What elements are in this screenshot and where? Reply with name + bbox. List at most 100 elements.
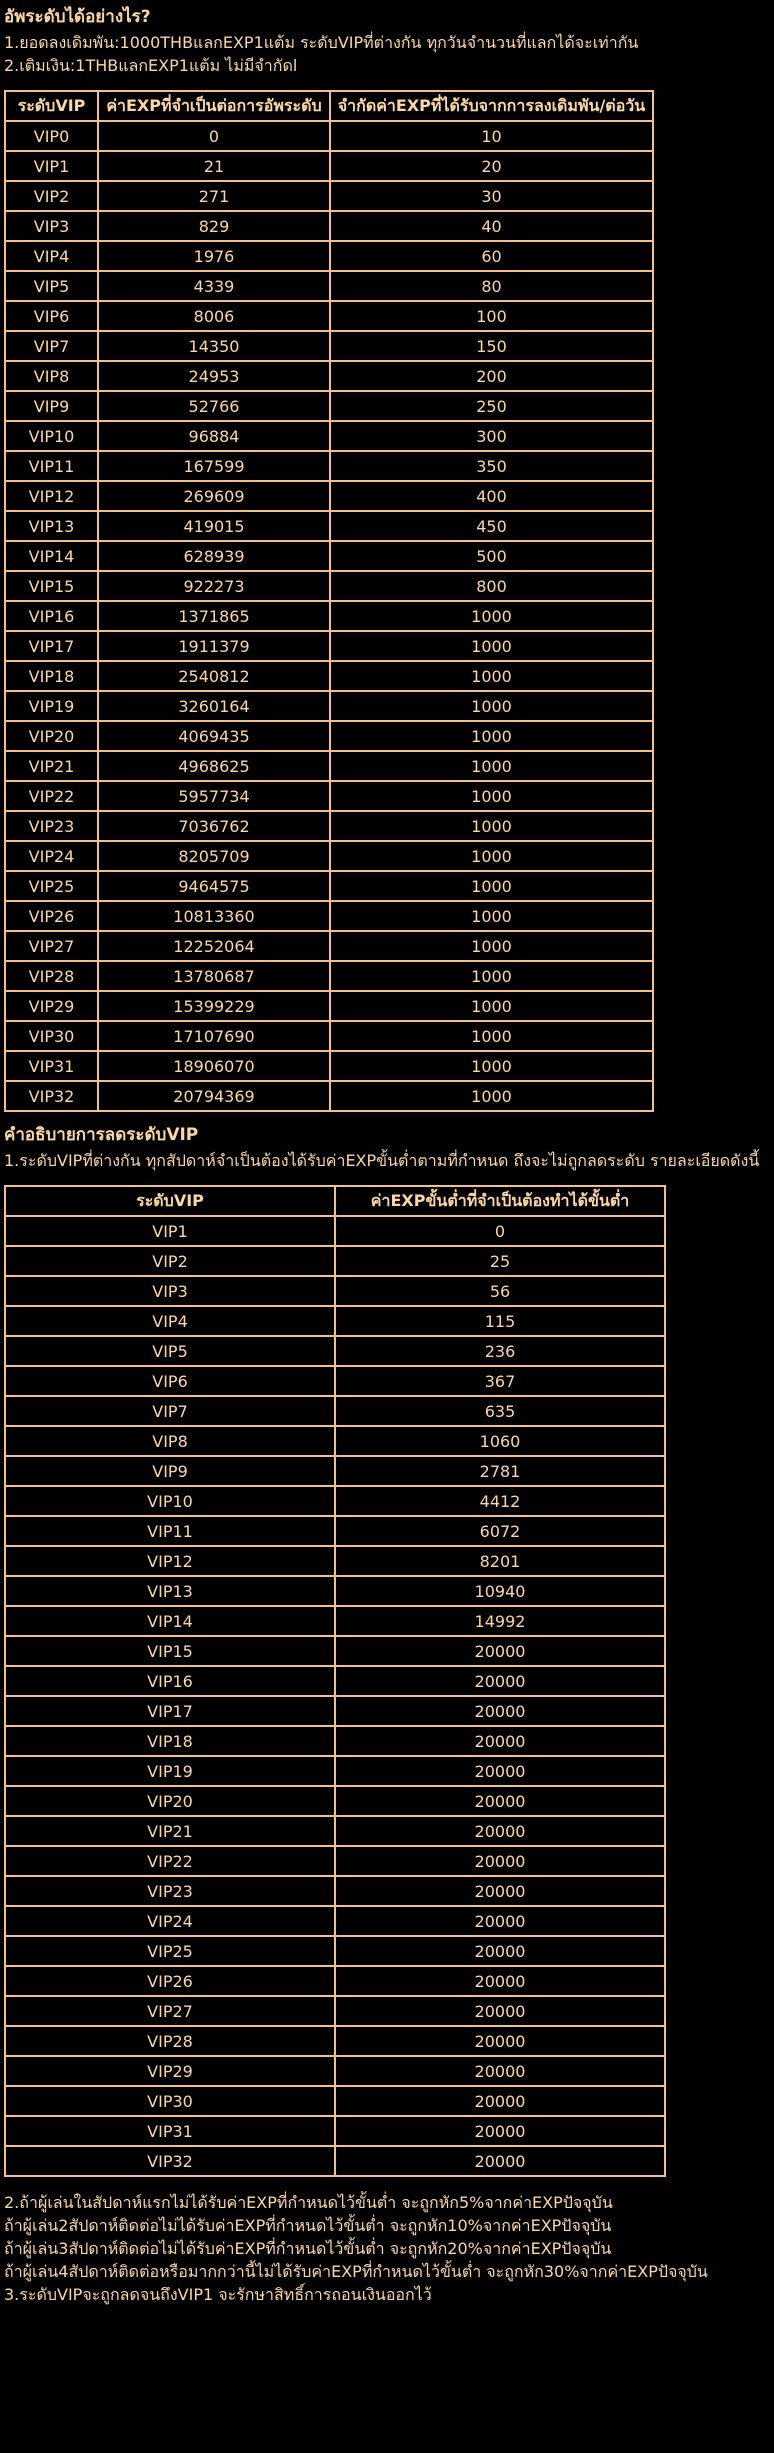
table-cell: 1000 (329, 750, 654, 782)
demotion-heading: คำอธิบายการลดระดับVIP (4, 1125, 199, 1145)
table-cell: 1000 (329, 840, 654, 872)
table-cell: 9464575 (97, 870, 331, 902)
vip-upgrade-table: ระดับVIP ค่าEXPที่จำเป็นต่อการอัพระดับ จำก… (4, 90, 654, 1112)
table-cell: 6072 (334, 1515, 666, 1547)
table-cell: 829 (97, 210, 331, 242)
howto-line-1: 1.ยอดลงเดิมพัน:1000THBแลกEXP1แต้ม ระดับV… (4, 33, 639, 52)
table-row: VIP13 10940 (4, 1575, 666, 1607)
table-cell: 3260164 (97, 690, 331, 722)
table-cell: 367 (334, 1365, 666, 1397)
table-cell: 167599 (97, 450, 331, 482)
table-cell: 4069435 (97, 720, 331, 752)
table-cell: VIP12 (4, 1545, 336, 1577)
table-cell: VIP6 (4, 300, 99, 332)
table-cell: VIP9 (4, 390, 99, 422)
table-row: VIP28 13780687 1000 (4, 960, 654, 992)
table-cell: 1000 (329, 870, 654, 902)
table-row: VIP19 3260164 1000 (4, 690, 654, 722)
table-cell: VIP28 (4, 2025, 336, 2057)
table-cell: VIP1 (4, 150, 99, 182)
table-cell: 20000 (334, 2115, 666, 2147)
table-row: VIP16 20000 (4, 1665, 666, 1697)
table-row: VIP7 635 (4, 1395, 666, 1427)
table-cell: VIP24 (4, 840, 99, 872)
table-cell: VIP14 (4, 540, 99, 572)
table-row: VIP18 2540812 1000 (4, 660, 654, 692)
table-cell: 40 (329, 210, 654, 242)
table-cell: 1000 (329, 960, 654, 992)
column-header: ระดับVIP (4, 90, 99, 122)
demotion-note-4: ถ้าผู้เล่น4สัปดาห์ติดต่อหรือมากกว่านี้ไม… (4, 2262, 708, 2281)
demotion-note-3: ถ้าผู้เล่น3สัปดาห์ติดต่อไม่ได้รับค่าEXPท… (4, 2239, 612, 2258)
table-row: VIP22 20000 (4, 1845, 666, 1877)
table-cell: 1000 (329, 810, 654, 842)
table-cell: 20000 (334, 1965, 666, 1997)
table-cell: VIP15 (4, 570, 99, 602)
table-cell: 1000 (329, 1050, 654, 1082)
table-cell: 115 (334, 1305, 666, 1337)
table-row: VIP29 20000 (4, 2055, 666, 2087)
column-header: ค่าEXPขั้นต่ำที่จำเป็นต้องทำได้ขั้นต่ำ (334, 1185, 666, 1217)
table-row: VIP12 8201 (4, 1545, 666, 1577)
table-cell: 20000 (334, 1635, 666, 1667)
table-row: VIP17 1911379 1000 (4, 630, 654, 662)
table-cell: 1000 (329, 1080, 654, 1112)
table-cell: VIP25 (4, 870, 99, 902)
table-cell: 236 (334, 1335, 666, 1367)
table-cell: VIP21 (4, 750, 99, 782)
table-row: VIP1 0 (4, 1215, 666, 1247)
table-cell: VIP17 (4, 1695, 336, 1727)
table-cell: 628939 (97, 540, 331, 572)
table-row: VIP3 829 40 (4, 210, 654, 242)
table-cell: VIP11 (4, 450, 99, 482)
table-cell: 271 (97, 180, 331, 212)
table-cell: 17107690 (97, 1020, 331, 1052)
table-cell: 4339 (97, 270, 331, 302)
howto-line-2: 2.เติมเงิน:1THBแลกEXP1แต้ม ไม่มีจำกัดl (4, 56, 298, 75)
table-cell: 8205709 (97, 840, 331, 872)
table-row: VIP30 20000 (4, 2085, 666, 2117)
table-cell: 922273 (97, 570, 331, 602)
table-row: VIP20 20000 (4, 1785, 666, 1817)
table-cell: 250 (329, 390, 654, 422)
table-cell: 0 (334, 1215, 666, 1247)
table-cell: 20000 (334, 1785, 666, 1817)
table-cell: 56 (334, 1275, 666, 1307)
table-row: VIP8 1060 (4, 1425, 666, 1457)
table-cell: 20000 (334, 1845, 666, 1877)
table-row: VIP11 6072 (4, 1515, 666, 1547)
table-cell: VIP3 (4, 1275, 336, 1307)
table-cell: 8201 (334, 1545, 666, 1577)
table-row: VIP15 20000 (4, 1635, 666, 1667)
table-cell: VIP32 (4, 1080, 99, 1112)
table-cell: VIP5 (4, 1335, 336, 1367)
table-cell: 20000 (334, 1905, 666, 1937)
table-cell: VIP17 (4, 630, 99, 662)
table-cell: 300 (329, 420, 654, 452)
table-row: VIP5 4339 80 (4, 270, 654, 302)
table-cell: VIP11 (4, 1515, 336, 1547)
demotion-note-1: 2.ถ้าผู้เล่นในสัปดาห์แรกไม่ได้รับค่าEXPท… (4, 2193, 613, 2212)
table-cell: 24953 (97, 360, 331, 392)
table-cell: VIP20 (4, 720, 99, 752)
table-cell: 500 (329, 540, 654, 572)
table-row: VIP21 20000 (4, 1815, 666, 1847)
table-cell: VIP18 (4, 660, 99, 692)
table-row: VIP13 419015 450 (4, 510, 654, 542)
table-cell: VIP14 (4, 1605, 336, 1637)
table-cell: 1976 (97, 240, 331, 272)
table-cell: VIP28 (4, 960, 99, 992)
table-cell: 5957734 (97, 780, 331, 812)
table-cell: 20000 (334, 2145, 666, 2177)
table-cell: 14350 (97, 330, 331, 362)
table-cell: 12252064 (97, 930, 331, 962)
table-cell: VIP32 (4, 2145, 336, 2177)
table-cell: 20000 (334, 1725, 666, 1757)
table-row: VIP9 52766 250 (4, 390, 654, 422)
table-cell: VIP23 (4, 810, 99, 842)
table-cell: VIP4 (4, 1305, 336, 1337)
table-row: VIP29 15399229 1000 (4, 990, 654, 1022)
table-cell: 20000 (334, 1665, 666, 1697)
table-cell: 400 (329, 480, 654, 512)
table-cell: 1000 (329, 630, 654, 662)
